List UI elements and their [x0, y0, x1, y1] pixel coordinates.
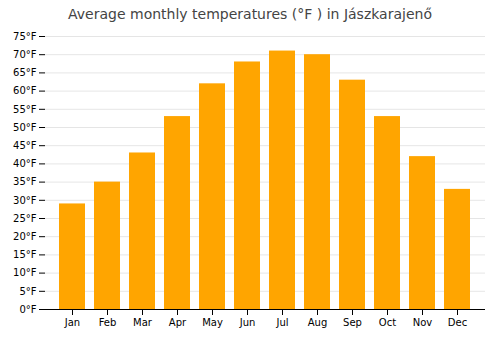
svg-text:40°F: 40°F	[13, 158, 37, 169]
html-text:Average monthly temperatures (: Average monthly temperatures (°F ) in Já…	[68, 6, 432, 22]
svg-text:Dec: Dec	[448, 317, 467, 328]
svg-text:10°F: 10°F	[13, 267, 37, 278]
svg-text:Jun: Jun	[239, 317, 256, 328]
svg-text:45°F: 45°F	[13, 140, 37, 151]
svg-text:0°F: 0°F	[19, 304, 36, 315]
svg-text:Jul: Jul	[275, 317, 288, 328]
svg-text:25°F: 25°F	[13, 213, 37, 224]
svg-text:Jan: Jan	[64, 317, 80, 328]
svg-text:Nov: Nov	[413, 317, 433, 328]
svg-text:Oct: Oct	[379, 317, 396, 328]
svg-text:75°F: 75°F	[13, 31, 37, 42]
svg-text:Feb: Feb	[99, 317, 117, 328]
svg-text:65°F: 65°F	[13, 67, 37, 78]
svg-text:60°F: 60°F	[13, 85, 37, 96]
svg-text:Mar: Mar	[133, 317, 153, 328]
svg-text:70°F: 70°F	[13, 49, 37, 60]
svg-text:May: May	[202, 317, 223, 328]
svg-text:35°F: 35°F	[13, 176, 37, 187]
svg-text:55°F: 55°F	[13, 104, 37, 115]
svg-text:50°F: 50°F	[13, 122, 37, 133]
svg-text:20°F: 20°F	[13, 231, 37, 242]
svg-text:30°F: 30°F	[13, 195, 37, 206]
svg-text:Apr: Apr	[169, 317, 187, 328]
svg-text:Sep: Sep	[343, 317, 362, 328]
svg-text:Aug: Aug	[308, 317, 328, 328]
svg-text:5°F: 5°F	[19, 286, 36, 297]
svg-text:15°F: 15°F	[13, 249, 37, 260]
